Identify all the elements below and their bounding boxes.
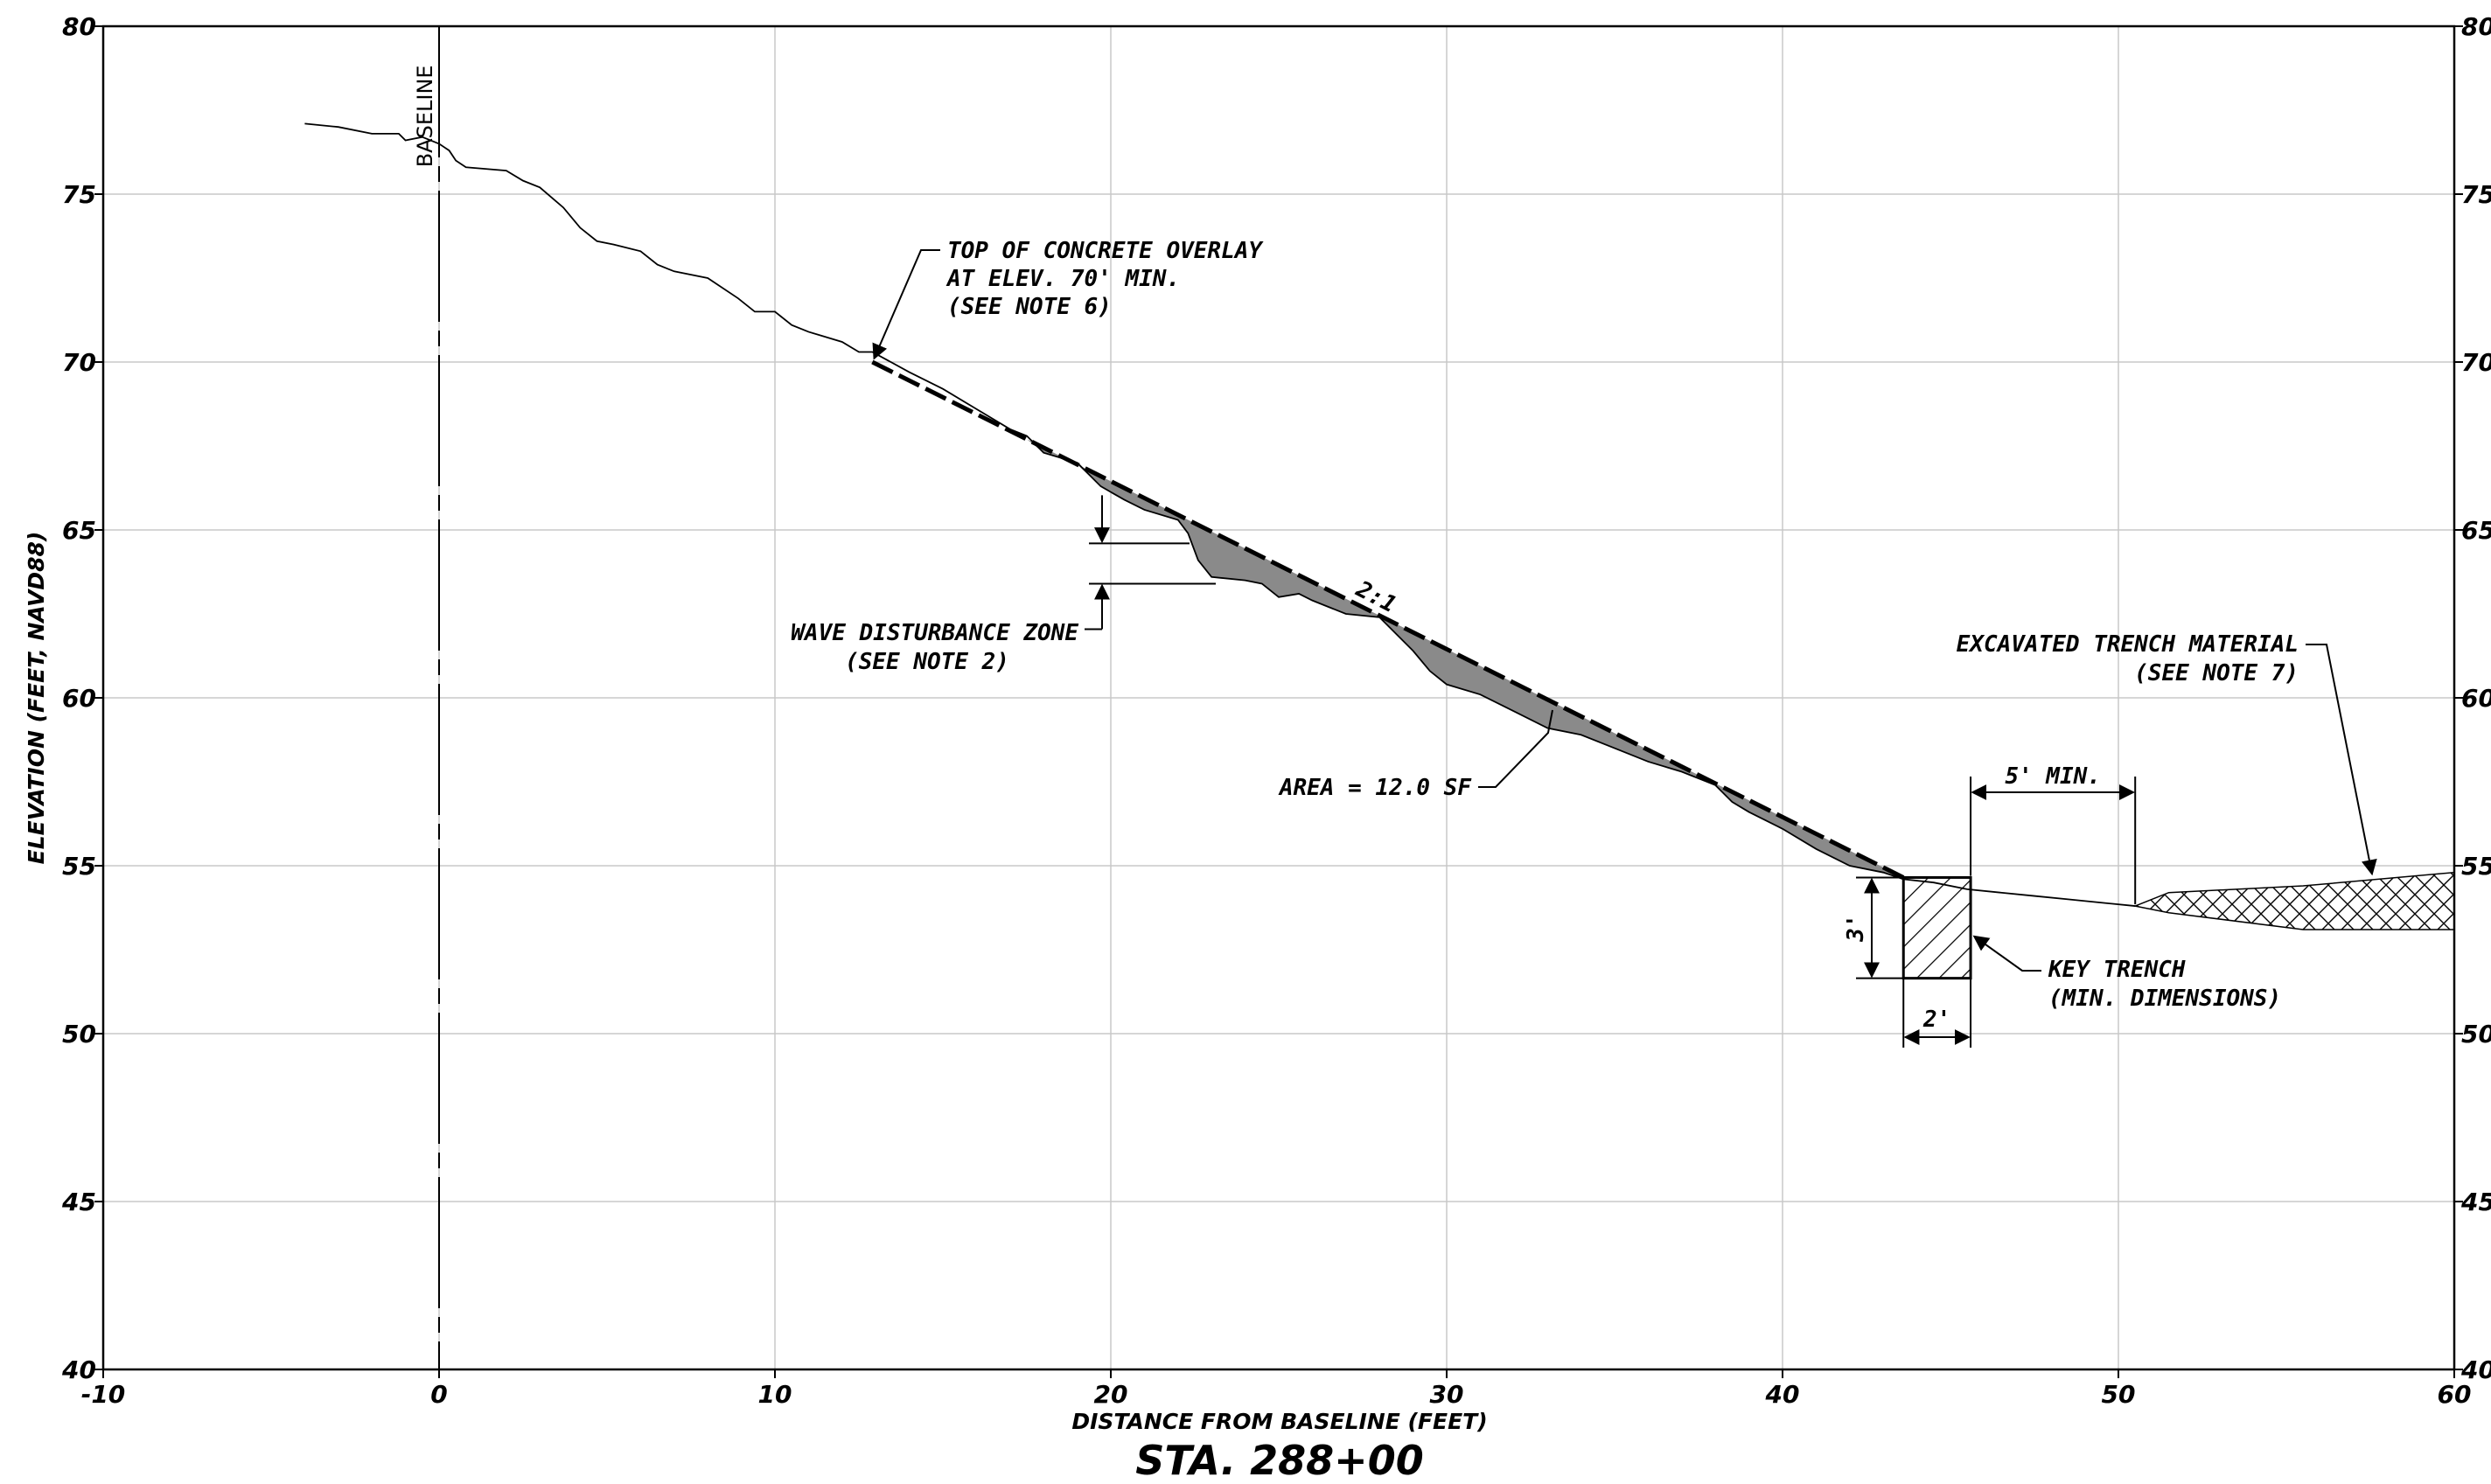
y-tick-label-right: 70 <box>2461 348 2491 377</box>
five-min-label: 5' MIN. <box>2005 763 2101 790</box>
excavated-note-line: EXCAVATED TRENCH MATERIAL <box>1957 631 2299 658</box>
x-tick-label: 0 <box>430 1380 447 1409</box>
grid-lines <box>102 25 2455 1370</box>
x-tick-label: 50 <box>2102 1380 2136 1409</box>
excavated-leader <box>2306 644 2377 876</box>
tick-labels: -100102030405060404045455050555560606565… <box>61 12 2491 1409</box>
chart-title: STA. 288+00 <box>1135 1437 1423 1484</box>
y-axis-label: ELEVATION (FEET, NAVD88) <box>24 532 49 865</box>
y-tick-label-right: 40 <box>2460 1355 2491 1384</box>
y-tick-label-right: 45 <box>2460 1188 2491 1216</box>
wave-zone-note-line: WAVE DISTURBANCE ZONE <box>791 620 1078 646</box>
wave-zone-note-line: (SEE NOTE 2) <box>845 649 1009 675</box>
x-tick-label: 40 <box>1765 1380 1800 1409</box>
y-tick-label-left: 50 <box>62 1020 96 1049</box>
area-leader <box>1478 709 1553 788</box>
y-tick-label-left: 70 <box>62 348 96 377</box>
baseline-label: BASELINE <box>413 65 437 167</box>
x-tick-label: 30 <box>1430 1380 1464 1409</box>
x-tick-label: -10 <box>81 1380 126 1409</box>
y-tick-label-right: 65 <box>2461 516 2491 545</box>
concrete-overlay-note-line: AT ELEV. 70' MIN. <box>945 266 1180 292</box>
key-trench-note-line: KEY TRENCH <box>2048 957 2186 983</box>
concrete-overlay-note-line: TOP OF CONCRETE OVERLAY <box>947 238 1264 264</box>
y-tick-label-left: 75 <box>62 180 96 209</box>
excavated-material-fill <box>2132 871 2455 930</box>
y-tick-label-right: 50 <box>2461 1020 2491 1049</box>
x-tick-label: 20 <box>1094 1380 1128 1409</box>
y-tick-label-left: 55 <box>62 852 96 881</box>
y-tick-label-right: 60 <box>2461 684 2491 713</box>
concrete-overlay-leader <box>872 249 940 360</box>
area-label: AREA = 12.0 SF <box>1278 775 1472 801</box>
y-tick-label-left: 80 <box>62 12 96 41</box>
y-tick-label-left: 65 <box>62 516 96 545</box>
key-trench <box>1901 875 1972 980</box>
x-tick-label: 10 <box>758 1380 792 1409</box>
existing-ground-line <box>304 122 2136 907</box>
x-tick-label: 60 <box>2438 1380 2472 1409</box>
concrete-overlay-note-line: (SEE NOTE 6) <box>947 294 1112 320</box>
key-trench-note-line: (MIN. DIMENSIONS) <box>2048 986 2281 1012</box>
two-ft-label: 2' <box>1922 1007 1950 1033</box>
y-tick-label-right: 75 <box>2461 180 2491 209</box>
excavated-note-line: (SEE NOTE 7) <box>2134 660 2299 686</box>
key-trench-leader <box>1972 935 2041 972</box>
y-tick-label-right: 55 <box>2461 852 2491 881</box>
y-tick-label-left: 40 <box>61 1355 96 1384</box>
three-ft-label: 3' <box>1843 914 1869 942</box>
x-axis-label: DISTANCE FROM BASELINE (FEET) <box>1071 1409 1487 1434</box>
y-tick-label-left: 45 <box>61 1188 96 1216</box>
y-tick-label-right: 80 <box>2461 12 2491 41</box>
y-tick-label-left: 60 <box>62 684 96 713</box>
design-slope-line <box>871 359 1905 880</box>
profile-lines <box>304 26 2136 1369</box>
